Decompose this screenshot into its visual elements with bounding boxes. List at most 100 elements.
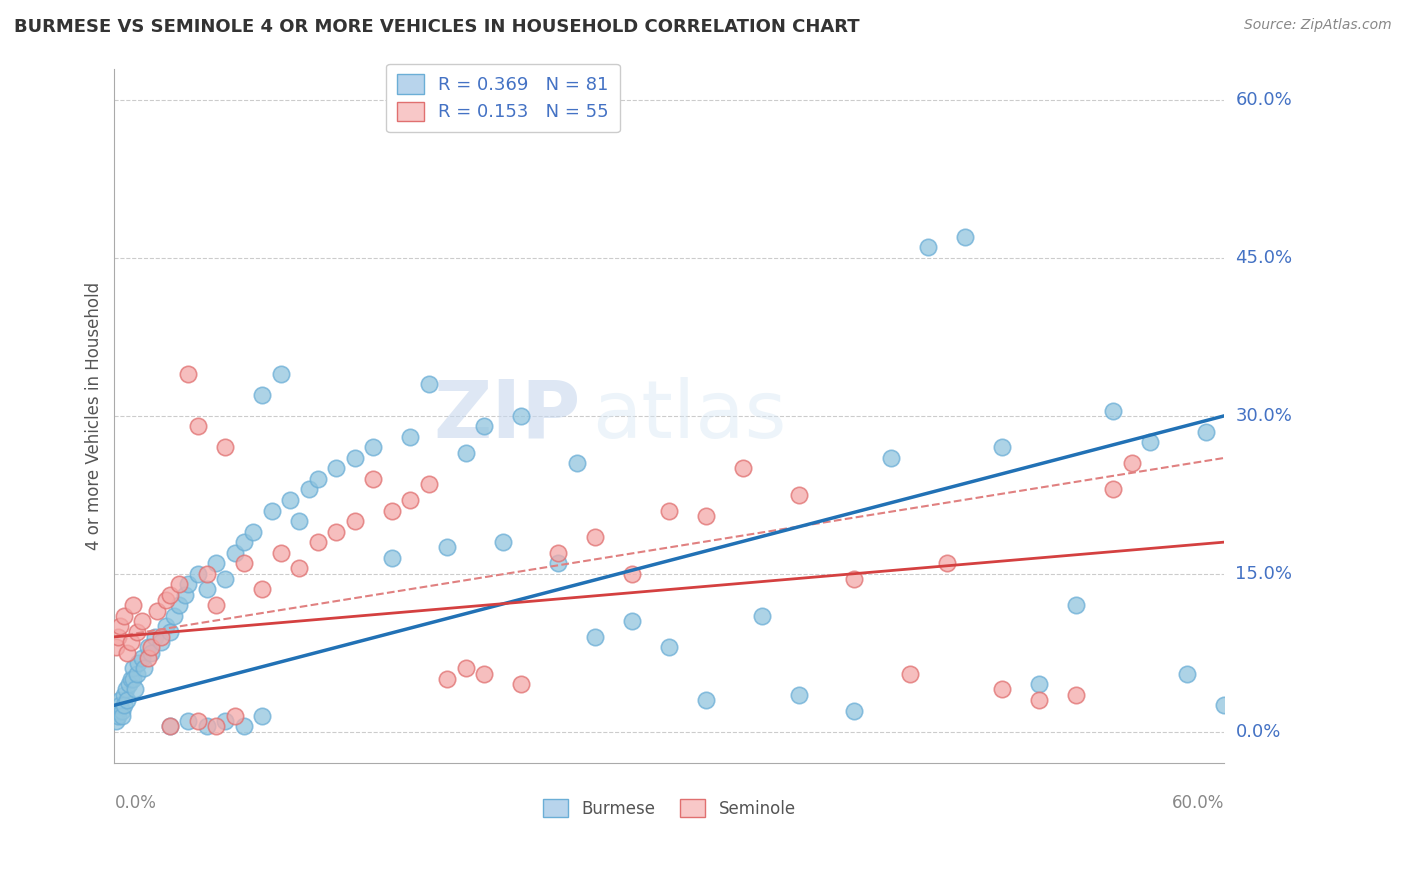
- Point: [844, 572, 866, 586]
- Point: [117, 693, 139, 707]
- Point: [125, 624, 148, 639]
- Point: [1175, 666, 1198, 681]
- Point: [298, 483, 321, 497]
- Point: [381, 503, 404, 517]
- Point: [111, 704, 134, 718]
- Point: [177, 714, 200, 728]
- Point: [127, 656, 149, 670]
- Point: [214, 714, 236, 728]
- Point: [187, 714, 209, 728]
- Point: [146, 603, 169, 617]
- Point: [118, 677, 141, 691]
- Point: [111, 708, 134, 723]
- Point: [898, 666, 921, 681]
- Point: [122, 661, 145, 675]
- Point: [143, 630, 166, 644]
- Point: [1213, 698, 1236, 713]
- Point: [343, 450, 366, 465]
- Point: [621, 566, 644, 581]
- Point: [1102, 403, 1125, 417]
- Point: [733, 461, 755, 475]
- Point: [695, 508, 717, 523]
- Text: ZIP: ZIP: [433, 376, 581, 455]
- Text: BURMESE VS SEMINOLE 4 OR MORE VEHICLES IN HOUSEHOLD CORRELATION CHART: BURMESE VS SEMINOLE 4 OR MORE VEHICLES I…: [14, 18, 859, 36]
- Point: [307, 472, 329, 486]
- Text: 0.0%: 0.0%: [1236, 723, 1281, 740]
- Point: [583, 530, 606, 544]
- Point: [114, 682, 136, 697]
- Point: [159, 719, 181, 733]
- Point: [124, 682, 146, 697]
- Point: [278, 493, 301, 508]
- Point: [205, 556, 228, 570]
- Point: [343, 514, 366, 528]
- Point: [205, 719, 228, 733]
- Point: [117, 646, 139, 660]
- Point: [136, 651, 159, 665]
- Text: Source: ZipAtlas.com: Source: ZipAtlas.com: [1244, 18, 1392, 32]
- Point: [510, 677, 533, 691]
- Point: [149, 630, 172, 644]
- Point: [399, 493, 422, 508]
- Point: [270, 546, 292, 560]
- Point: [105, 714, 128, 728]
- Point: [155, 593, 177, 607]
- Text: 0.0%: 0.0%: [114, 794, 156, 812]
- Text: atlas: atlas: [592, 376, 786, 455]
- Point: [132, 661, 155, 675]
- Point: [288, 561, 311, 575]
- Point: [787, 488, 810, 502]
- Point: [917, 240, 939, 254]
- Point: [125, 666, 148, 681]
- Point: [167, 577, 190, 591]
- Point: [232, 556, 254, 570]
- Point: [136, 640, 159, 655]
- Point: [108, 693, 131, 707]
- Point: [363, 441, 385, 455]
- Point: [131, 614, 153, 628]
- Point: [155, 619, 177, 633]
- Point: [107, 708, 129, 723]
- Point: [187, 419, 209, 434]
- Point: [510, 409, 533, 423]
- Point: [224, 708, 246, 723]
- Point: [787, 688, 810, 702]
- Point: [120, 672, 142, 686]
- Point: [252, 582, 274, 597]
- Point: [195, 719, 218, 733]
- Point: [474, 666, 496, 681]
- Point: [880, 450, 903, 465]
- Point: [107, 630, 129, 644]
- Point: [288, 514, 311, 528]
- Point: [658, 503, 681, 517]
- Point: [436, 672, 458, 686]
- Point: [436, 541, 458, 555]
- Point: [381, 550, 404, 565]
- Point: [159, 624, 181, 639]
- Point: [270, 367, 292, 381]
- Point: [120, 635, 142, 649]
- Point: [418, 477, 440, 491]
- Point: [583, 630, 606, 644]
- Point: [205, 599, 228, 613]
- Point: [1102, 483, 1125, 497]
- Point: [454, 661, 477, 675]
- Point: [363, 472, 385, 486]
- Point: [122, 672, 145, 686]
- Point: [173, 588, 195, 602]
- Point: [991, 441, 1014, 455]
- Point: [141, 646, 163, 660]
- Point: [149, 635, 172, 649]
- Point: [547, 556, 569, 570]
- Point: [260, 503, 283, 517]
- Point: [159, 588, 181, 602]
- Point: [1066, 599, 1088, 613]
- Point: [195, 582, 218, 597]
- Point: [122, 599, 145, 613]
- Point: [1066, 688, 1088, 702]
- Point: [112, 698, 135, 713]
- Point: [167, 599, 190, 613]
- Point: [252, 708, 274, 723]
- Point: [131, 651, 153, 665]
- Point: [177, 367, 200, 381]
